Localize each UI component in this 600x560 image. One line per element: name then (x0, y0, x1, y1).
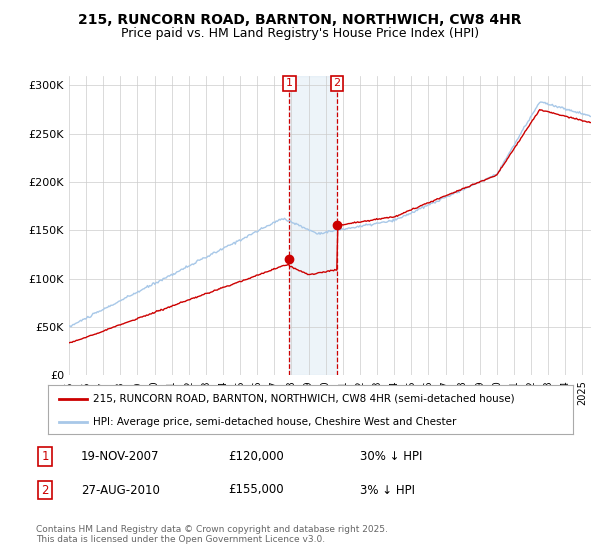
Text: 215, RUNCORN ROAD, BARNTON, NORTHWICH, CW8 4HR (semi-detached house): 215, RUNCORN ROAD, BARNTON, NORTHWICH, C… (92, 394, 514, 404)
Text: 27-AUG-2010: 27-AUG-2010 (81, 483, 160, 497)
Text: 215, RUNCORN ROAD, BARNTON, NORTHWICH, CW8 4HR: 215, RUNCORN ROAD, BARNTON, NORTHWICH, C… (78, 13, 522, 27)
Text: Price paid vs. HM Land Registry's House Price Index (HPI): Price paid vs. HM Land Registry's House … (121, 27, 479, 40)
Text: 2: 2 (41, 483, 49, 497)
Text: 3% ↓ HPI: 3% ↓ HPI (360, 483, 415, 497)
Bar (289, 76, 337, 375)
Text: 19-NOV-2007: 19-NOV-2007 (81, 450, 160, 463)
Text: Contains HM Land Registry data © Crown copyright and database right 2025.
This d: Contains HM Land Registry data © Crown c… (36, 525, 388, 544)
Text: 30% ↓ HPI: 30% ↓ HPI (360, 450, 422, 463)
Text: 1: 1 (286, 78, 293, 88)
Text: 2: 2 (333, 78, 340, 88)
Text: HPI: Average price, semi-detached house, Cheshire West and Chester: HPI: Average price, semi-detached house,… (92, 417, 456, 427)
Text: 1: 1 (41, 450, 49, 463)
Text: £155,000: £155,000 (228, 483, 284, 497)
Text: £120,000: £120,000 (228, 450, 284, 463)
